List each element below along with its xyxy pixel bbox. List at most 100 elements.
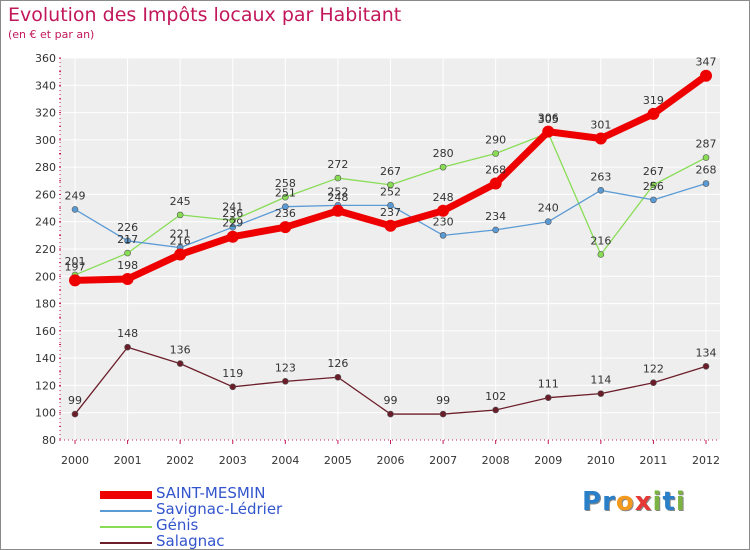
data-label: 252 [327, 185, 348, 198]
logo-letter: i [675, 487, 686, 517]
x-tick-label: 2006 [377, 454, 405, 467]
proxiti-logo: Proxiti [582, 487, 686, 517]
data-point [492, 150, 499, 157]
data-label: 267 [380, 165, 401, 178]
data-point [597, 187, 605, 194]
data-label: 136 [170, 344, 191, 357]
data-point [176, 211, 184, 219]
data-label: 122 [643, 363, 664, 376]
data-point [124, 249, 131, 257]
data-label: 234 [485, 210, 506, 223]
data-point [387, 181, 394, 189]
legend-swatch [100, 491, 152, 499]
data-point [702, 154, 710, 161]
data-point [387, 410, 394, 418]
grid [60, 57, 720, 441]
x-tick-label: 2000 [61, 454, 89, 467]
data-label: 280 [433, 147, 454, 160]
data-label: 216 [170, 234, 191, 247]
data-point [334, 373, 342, 381]
data-point [174, 248, 187, 261]
data-point [542, 125, 555, 138]
data-label: 258 [275, 177, 296, 190]
data-point [544, 394, 552, 402]
data-point [489, 177, 502, 190]
y-tick-label: 80 [42, 434, 56, 447]
data-point [597, 390, 605, 397]
legend-swatch [100, 542, 152, 544]
y-tick-label: 220 [35, 243, 56, 256]
logo-letter: o [615, 487, 635, 517]
data-label: 263 [590, 170, 611, 183]
y-tick-label: 320 [35, 107, 56, 120]
data-label: 229 [222, 217, 243, 230]
x-tick-label: 2001 [114, 454, 142, 467]
data-label: 236 [275, 207, 296, 220]
data-point [544, 218, 552, 226]
data-label: 240 [538, 202, 559, 215]
y-tick-label: 180 [35, 298, 56, 311]
data-label: 217 [117, 233, 138, 246]
data-point [492, 406, 499, 414]
data-label: 99 [68, 394, 82, 407]
y-tick-label: 280 [35, 161, 56, 174]
data-point [229, 223, 237, 231]
data-label: 201 [65, 255, 86, 268]
data-point [439, 232, 447, 239]
data-point [650, 379, 657, 387]
legend-label: SAINT-MESMIN [156, 484, 266, 502]
x-tick-label: 2011 [639, 454, 667, 467]
data-point [702, 363, 710, 370]
data-point [282, 193, 289, 201]
data-label: 102 [485, 390, 506, 403]
data-label: 347 [696, 56, 717, 69]
data-label: 305 [538, 113, 559, 126]
data-point [647, 107, 660, 120]
logo-letter: x [634, 487, 653, 517]
y-tick-label: 240 [35, 216, 56, 229]
y-tick-label: 200 [35, 270, 56, 283]
data-point [69, 274, 81, 287]
y-tick-label: 140 [35, 352, 56, 365]
data-label: 237 [380, 206, 401, 219]
data-point [124, 237, 131, 245]
data-label: 236 [222, 207, 243, 220]
data-label: 148 [117, 327, 138, 340]
data-label: 268 [485, 164, 506, 177]
data-labels: 99 148 136 119 123 126 99 99 102 111 114 122 134 201 2… [65, 56, 717, 407]
data-point [597, 251, 605, 258]
data-point [176, 360, 184, 367]
y-tick-label: 120 [35, 379, 56, 392]
data-point [650, 181, 657, 189]
data-point [229, 217, 237, 224]
data-label: 245 [170, 195, 191, 208]
data-label: 230 [433, 215, 454, 228]
y-tick-label: 340 [35, 79, 56, 92]
y-tick-label: 100 [35, 407, 56, 420]
x-tick-label: 2010 [587, 454, 615, 467]
x-tick-label: 2012 [692, 454, 720, 467]
data-point [334, 174, 342, 182]
data-label: 99 [436, 394, 450, 407]
logo-letter: P [582, 487, 603, 517]
legend-swatch [100, 510, 152, 512]
logo-letter: i [652, 487, 663, 517]
series-lines [69, 69, 712, 418]
y-tick-label: 300 [35, 134, 56, 147]
data-point [702, 180, 710, 187]
data-label: 221 [170, 228, 191, 241]
x-tick-label: 2009 [534, 454, 562, 467]
legend-swatch [100, 526, 152, 528]
data-label: 126 [327, 357, 348, 370]
data-point [492, 226, 499, 234]
legend-label: Savignac-Lédrier [156, 500, 283, 518]
data-point [226, 230, 239, 243]
x-tick-label: 2005 [324, 454, 352, 467]
data-point [437, 204, 450, 217]
x-tick-label: 2002 [166, 454, 194, 467]
data-point [650, 196, 657, 204]
data-label: 287 [696, 138, 717, 151]
legend-label: Génis [156, 516, 199, 534]
data-label: 226 [117, 221, 138, 234]
